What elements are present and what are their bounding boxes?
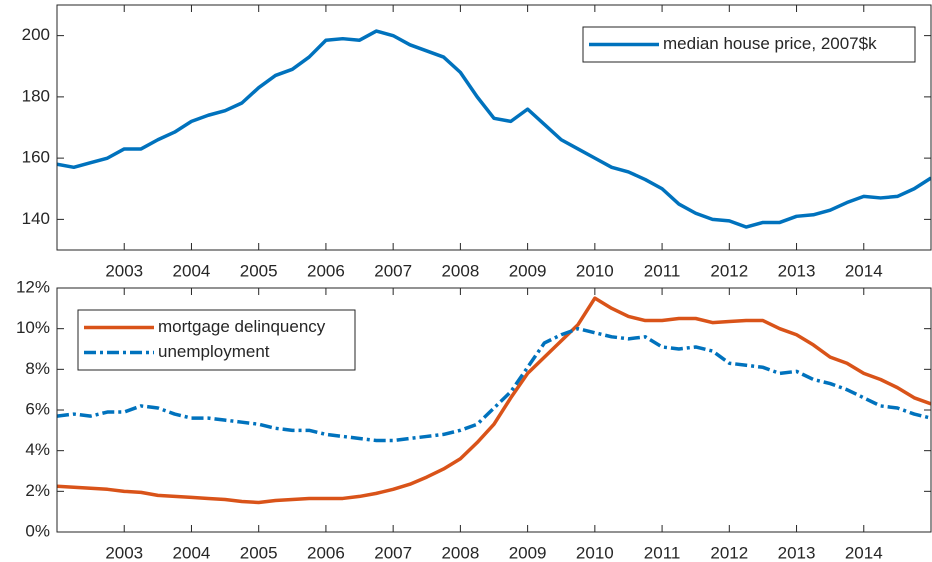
- x-tick-label: 2011: [644, 543, 681, 562]
- plot-lines: [57, 29, 931, 229]
- x-tick-label: 2004: [173, 543, 211, 562]
- axes-box: [56, 287, 932, 533]
- x-tick-label: 2014: [845, 543, 883, 562]
- series-line: [57, 326, 931, 443]
- x-tick-label: 2013: [778, 543, 816, 562]
- x-tick-label: 2012: [710, 261, 748, 280]
- x-tick-label: 2005: [240, 543, 278, 562]
- x-tick-label: 2008: [441, 543, 479, 562]
- x-tick-label: 2003: [105, 261, 143, 280]
- x-tick-label: 2010: [576, 543, 614, 562]
- legend-box: [77, 309, 356, 371]
- y-tick-label: 4%: [25, 440, 50, 459]
- x-tick-label: 2007: [374, 543, 412, 562]
- y-tick-label: 2%: [25, 481, 50, 500]
- x-tick-label: 2009: [509, 543, 547, 562]
- x-tick-label: 2006: [307, 261, 345, 280]
- x-tick-label: 2009: [509, 261, 547, 280]
- y-tick-label: 0%: [25, 521, 50, 540]
- legend-label: mortgage delinquency: [158, 317, 326, 336]
- y-tick-label: 140: [22, 209, 50, 228]
- x-tick-label: 2003: [105, 543, 143, 562]
- x-tick-label: 2008: [441, 261, 479, 280]
- x-tick-label: 2007: [374, 261, 412, 280]
- y-tick-label: 8%: [25, 359, 50, 378]
- series-line: [57, 29, 931, 229]
- series-line: [57, 296, 931, 505]
- x-tick-label: 2005: [240, 261, 278, 280]
- y-tick-label: 10%: [16, 318, 50, 337]
- x-tick-label: 2004: [173, 261, 211, 280]
- x-tick-label: 2010: [576, 261, 614, 280]
- y-tick-label: 6%: [25, 399, 50, 418]
- legend-label: median house price, 2007$k: [663, 34, 877, 53]
- x-tick-label: 2013: [778, 261, 816, 280]
- y-tick-label: 12%: [16, 277, 50, 296]
- x-tick-label: 2012: [710, 543, 748, 562]
- y-tick-label: 160: [22, 148, 50, 167]
- x-tick-label: 2014: [845, 261, 883, 280]
- x-tick-label: 2011: [644, 261, 681, 280]
- y-tick-label: 180: [22, 86, 50, 105]
- y-tick-label: 200: [22, 25, 50, 44]
- axes-box: [56, 4, 932, 251]
- x-tick-label: 2006: [307, 543, 345, 562]
- legend-label: unemployment: [158, 342, 270, 361]
- plot-lines: [57, 296, 931, 505]
